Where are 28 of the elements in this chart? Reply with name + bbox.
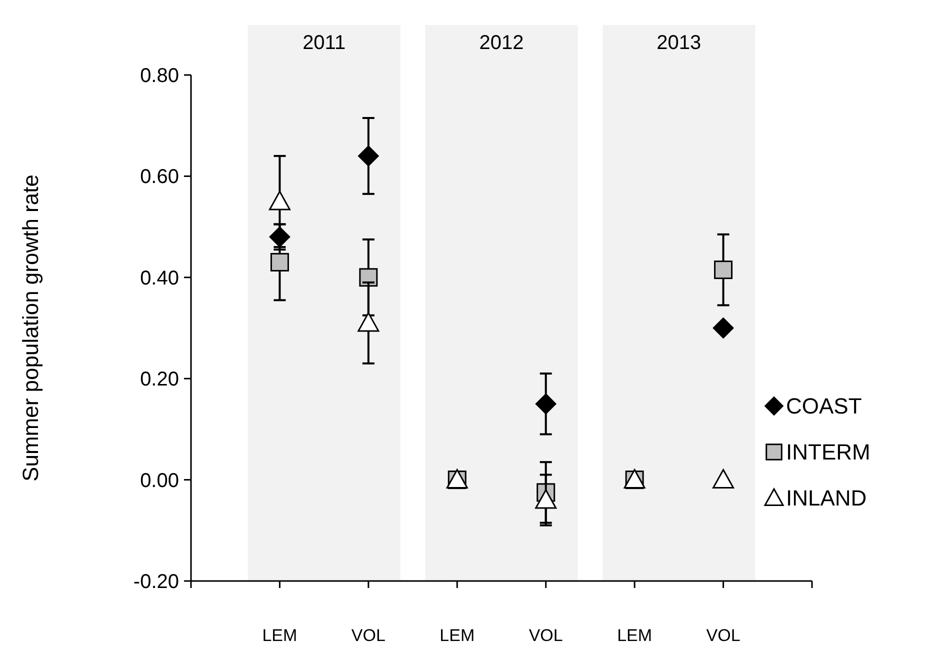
- x-tick-label: VOL: [706, 626, 740, 645]
- x-tick-label: LEM: [440, 626, 475, 645]
- y-tick-label: 0.20: [140, 368, 179, 391]
- x-tick-label: LEM: [262, 626, 298, 645]
- y-tick-label: -0.20: [133, 571, 179, 593]
- y-tick-label: 0.40: [140, 267, 179, 290]
- point: [270, 252, 289, 272]
- point: [358, 145, 379, 166]
- x-tick-label: VOL: [351, 626, 386, 645]
- point: [358, 312, 380, 332]
- x-tick-label: VOL: [528, 626, 563, 645]
- y-tick-label: 0.80: [140, 65, 179, 87]
- legend-label: COAST: [786, 394, 862, 419]
- point: [535, 393, 556, 414]
- text: 2011: [302, 32, 346, 54]
- point: [268, 190, 290, 210]
- legend-label: INLAND: [786, 486, 867, 511]
- text: 2012: [479, 32, 524, 54]
- point: [712, 318, 734, 338]
- point: [714, 260, 733, 280]
- point: [712, 469, 734, 489]
- text: 2013: [656, 32, 702, 54]
- legend-label: INTERM: [786, 440, 870, 465]
- point: [535, 489, 557, 509]
- y-tick-label: 0.60: [140, 166, 179, 188]
- x-tick-label: LEM: [617, 626, 652, 645]
- y-axis-title: Summer population growth rate: [18, 174, 43, 482]
- y-tick-label: 0.00: [140, 470, 179, 492]
